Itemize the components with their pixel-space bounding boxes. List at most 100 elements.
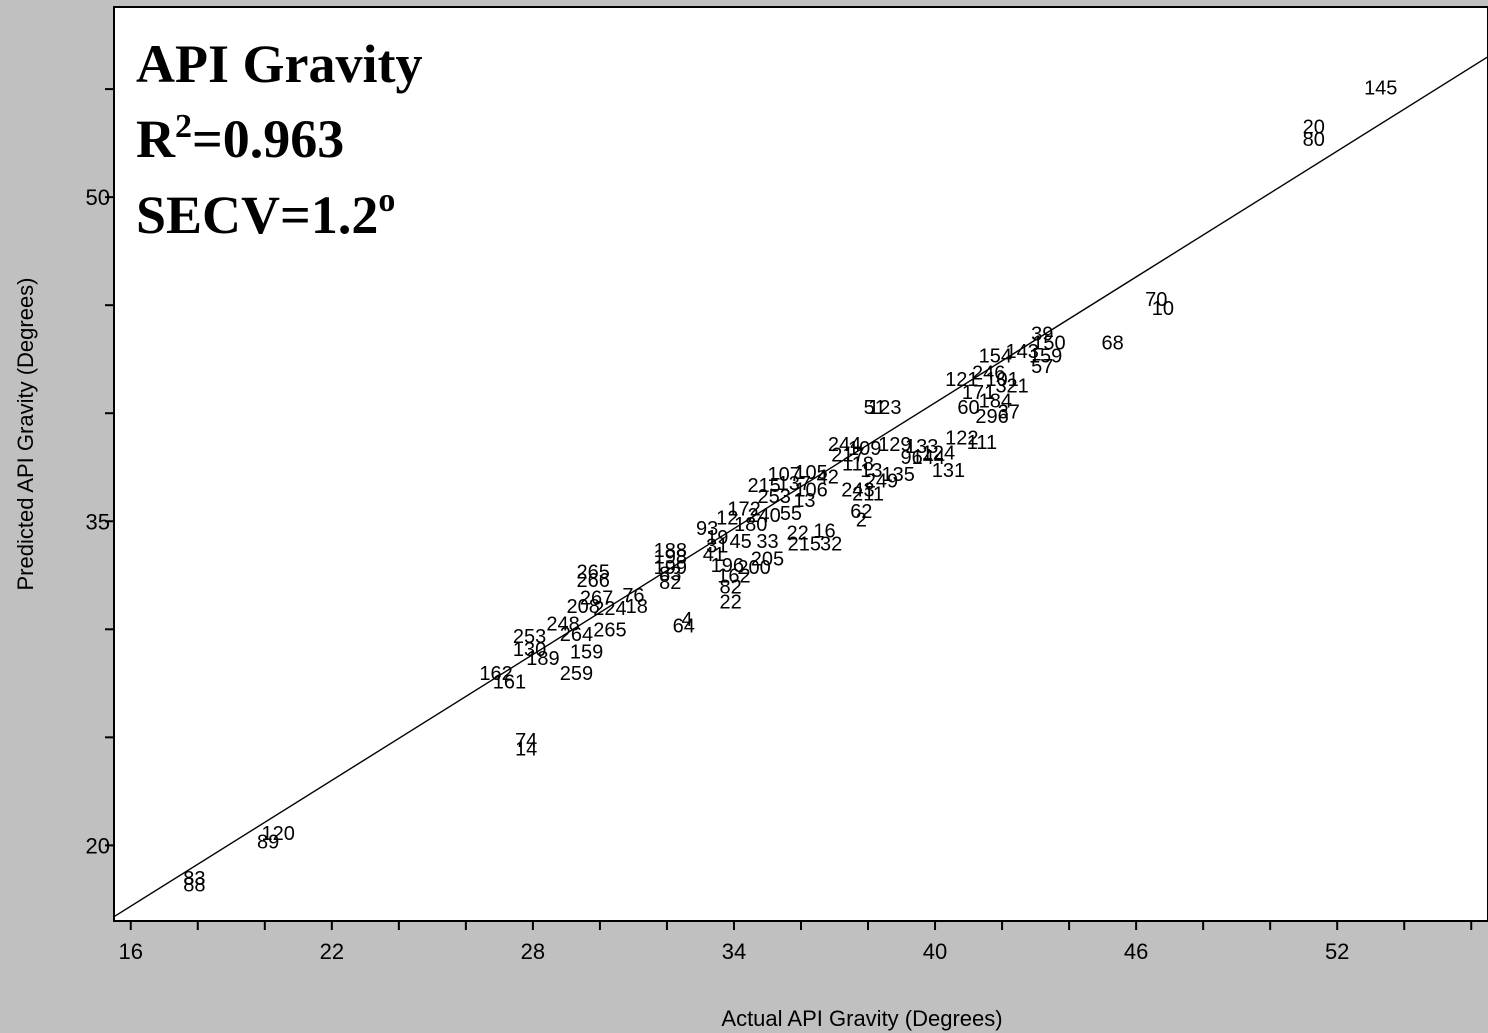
data-point-label: 266 [577, 570, 610, 592]
data-point-label: 120 [262, 823, 295, 845]
points-layer: 1452080701068391501595715414312124610132… [183, 77, 1397, 896]
data-point-label: 55 [780, 503, 802, 525]
data-point-label: 93 [696, 518, 718, 540]
x-tick-label: 16 [119, 939, 143, 964]
r-squared-base: R [136, 109, 176, 169]
data-point-label: 264 [560, 624, 593, 646]
data-point-label: 244 [828, 434, 861, 456]
data-point-label: 118 [842, 453, 874, 475]
data-point-label: 144 [912, 447, 945, 469]
data-point-label: 205 [751, 548, 784, 570]
data-point-label: 64 [673, 615, 695, 637]
data-point-label: 199 [654, 557, 687, 579]
x-tick-label: 52 [1325, 939, 1349, 964]
data-point-label: 296 [975, 406, 1008, 428]
data-point-label: 12 [716, 507, 738, 529]
data-point-label: 82 [719, 577, 741, 599]
data-point-label: 89 [257, 831, 279, 853]
data-point-label: 215 [747, 475, 780, 497]
data-point-label: 18 [626, 596, 648, 618]
data-point-label: 111 [967, 432, 997, 454]
r-squared-value: =0.963 [192, 109, 344, 169]
data-point-label: 83 [659, 564, 681, 586]
data-point-label: 211 [852, 484, 884, 506]
data-point-label: 253 [758, 486, 791, 508]
data-point-label: 83 [183, 868, 205, 890]
y-tick-label: 20 [86, 833, 110, 858]
y-tick-label: 50 [86, 185, 110, 210]
x-tick-label: 46 [1124, 939, 1148, 964]
r-squared-superscript: 2 [175, 108, 192, 145]
data-point-label: 189 [526, 648, 559, 670]
data-point-label: 150 [1032, 332, 1065, 354]
data-point-label: 32 [820, 533, 842, 555]
data-point-label: 133 [905, 436, 938, 458]
fit-line-layer [113, 56, 1488, 918]
data-point-label: 62 [850, 501, 872, 523]
data-point-label: 76 [622, 585, 644, 607]
data-point-label: 68 [1102, 332, 1124, 354]
data-point-label: 51 [864, 397, 886, 419]
x-tick-label: 22 [320, 939, 344, 964]
data-point-label: 4 [681, 609, 692, 631]
data-point-label: 124 [922, 443, 955, 465]
data-point-label: 265 [593, 620, 626, 642]
data-point-label: 180 [734, 514, 767, 536]
data-point-label: 106 [794, 479, 827, 501]
data-point-label: 33 [756, 531, 778, 553]
data-point-label: 208 [566, 596, 599, 618]
data-point-label: 74 [515, 730, 537, 752]
data-point-label: 60 [957, 397, 979, 419]
data-point-label: 196 [711, 555, 744, 577]
x-tick-label: 40 [923, 939, 947, 964]
data-point-label: 248 [546, 613, 579, 635]
data-point-label: 198 [654, 546, 687, 568]
data-point-label: 159 [1029, 345, 1062, 367]
data-point-label: 321 [995, 376, 1028, 398]
data-point-label: 217 [831, 445, 864, 467]
data-point-label: 45 [730, 531, 752, 553]
data-point-label: 188 [654, 540, 687, 562]
data-point-label: 154 [979, 345, 1012, 367]
data-point-label: 2 [856, 510, 867, 532]
data-point-label: 265 [577, 561, 610, 583]
data-point-label: 41 [703, 544, 725, 566]
secv-label: SECV=1.2o [136, 182, 395, 245]
data-point-label: 123 [868, 397, 901, 419]
data-point-label: 162 [479, 663, 512, 685]
data-point-label: 162 [717, 566, 750, 588]
x-axis-label: Actual API Gravity (Degrees) [721, 1006, 1002, 1031]
secv-base: SECV=1.2 [136, 185, 378, 245]
x-tick-label: 34 [722, 939, 746, 964]
data-point-label: 224 [593, 598, 626, 620]
r-squared-label: R2=0.963 [136, 108, 344, 169]
data-point-label: 14 [515, 739, 537, 761]
data-point-label: 172 [727, 499, 760, 521]
data-point-label: 200 [737, 557, 770, 579]
data-point-label: 130 [513, 639, 546, 661]
data-point-label: 105 [794, 462, 827, 484]
y-tick-label: 35 [86, 509, 110, 534]
data-point-label: 82 [659, 572, 681, 594]
data-point-label: 80 [1303, 129, 1325, 151]
data-point-label: 143 [1005, 341, 1038, 363]
regression-line [113, 56, 1488, 918]
data-point-label: 10 [1152, 298, 1174, 320]
x-tick-label: 28 [521, 939, 545, 964]
data-point-label: 240 [747, 505, 780, 527]
data-point-label: 13 [860, 460, 882, 482]
data-point-label: 13 [793, 490, 815, 512]
data-point-label: 57 [1031, 356, 1053, 378]
chart-title: API Gravity [136, 34, 422, 94]
data-point-label: 19 [706, 527, 728, 549]
data-point-label: 259 [560, 663, 593, 685]
data-point-label: 145 [1364, 77, 1397, 99]
data-point-label: 249 [865, 471, 898, 493]
data-point-label: 171 [962, 382, 995, 404]
data-point-label: 42 [817, 466, 839, 488]
data-point-label: 161 [493, 672, 526, 694]
data-point-label: 159 [570, 641, 603, 663]
data-point-label: 215 [788, 533, 821, 555]
